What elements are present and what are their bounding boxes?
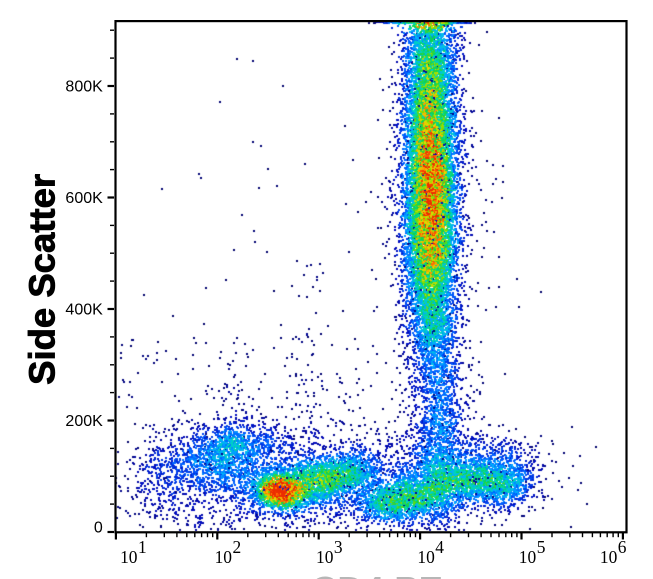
svg-text:1: 1 (138, 537, 147, 557)
svg-text:10: 10 (600, 547, 618, 567)
svg-text:3: 3 (334, 537, 343, 557)
svg-text:4: 4 (435, 537, 444, 557)
svg-text:800K: 800K (65, 78, 103, 95)
svg-text:10: 10 (519, 547, 537, 567)
svg-text:10: 10 (316, 547, 334, 567)
svg-text:10: 10 (120, 547, 138, 567)
svg-text:0: 0 (94, 520, 103, 537)
svg-text:10: 10 (417, 547, 435, 567)
svg-text:6: 6 (618, 537, 627, 557)
svg-text:Side Scatter: Side Scatter (22, 174, 63, 385)
svg-text:5: 5 (537, 537, 546, 557)
svg-text:200K: 200K (65, 413, 103, 430)
svg-text:10: 10 (215, 547, 233, 567)
svg-text:CD4 PE: CD4 PE (311, 569, 443, 579)
svg-text:600K: 600K (65, 190, 103, 207)
svg-text:2: 2 (233, 537, 242, 557)
svg-text:400K: 400K (65, 301, 103, 318)
